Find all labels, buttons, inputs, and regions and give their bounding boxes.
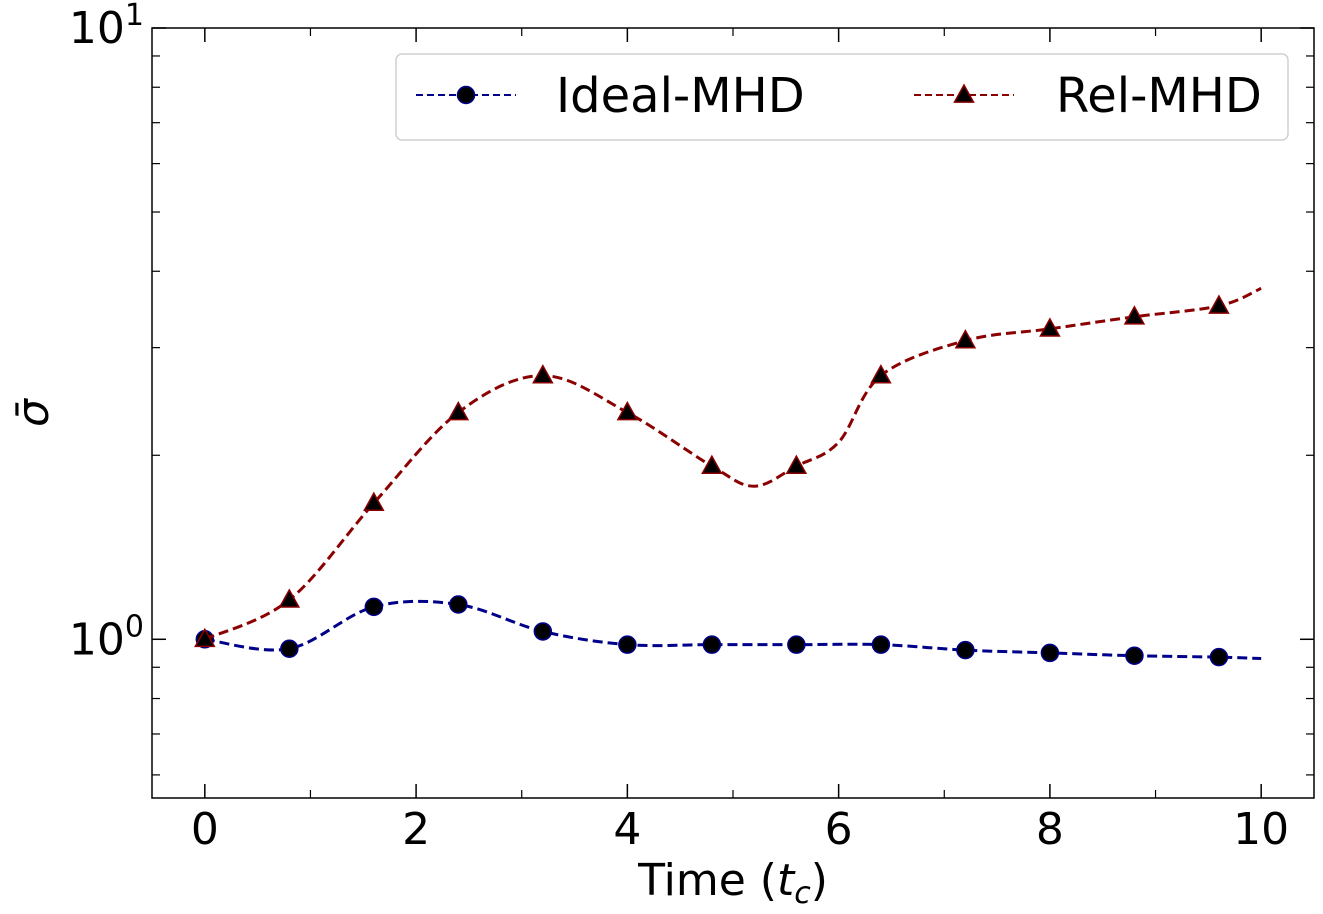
minor-ticks [152, 28, 1314, 798]
series-rel-mhd [194, 287, 1262, 648]
data-point [278, 588, 301, 608]
x-axis-label: Time (tc) [637, 855, 828, 911]
plot-frame [151, 27, 1315, 799]
x-tick-label: 4 [613, 804, 641, 855]
data-point [533, 622, 553, 641]
x-tick-label: 8 [1036, 804, 1064, 855]
plot-area [152, 28, 1314, 798]
data-point [702, 635, 722, 654]
data-point [785, 454, 808, 474]
legend-item: Rel-MHD [914, 68, 1262, 124]
y-axis-label: σ̄ [8, 398, 59, 427]
y-tick-label: 101 [69, 0, 144, 54]
data-point [449, 595, 468, 614]
y-tick-labels: 100 101 [69, 0, 144, 665]
data-point [616, 400, 639, 421]
x-tick-label: 2 [402, 804, 430, 855]
data-point [1125, 646, 1144, 665]
legend-label: Rel-MHD [1056, 68, 1262, 124]
x-tick-label: 10 [1233, 804, 1289, 855]
data-point [280, 639, 299, 658]
data-point [618, 635, 637, 654]
legend-marker [953, 83, 975, 103]
data-point [701, 454, 723, 474]
legend-marker [456, 85, 476, 105]
data-point [871, 635, 891, 654]
data-point [363, 491, 385, 512]
legend: Ideal-MHD Rel-MHD [395, 53, 1289, 141]
series-ideal-mhd [195, 595, 1262, 667]
x-tick-label: 0 [191, 804, 219, 855]
data-point [1123, 305, 1146, 325]
data-point [1208, 294, 1230, 314]
data-point [1209, 647, 1229, 667]
x-tick-label: 6 [825, 804, 853, 855]
data-point [870, 364, 892, 384]
data-point [956, 640, 975, 660]
x-tick-labels: 0 2 4 6 8 10 [191, 804, 1289, 855]
series-line [204, 287, 1262, 641]
legend-label: Ideal-MHD [556, 68, 805, 124]
data-point [787, 635, 806, 654]
data-point [447, 400, 470, 421]
legend-item: Ideal-MHD [416, 68, 805, 124]
data-point [532, 364, 554, 384]
data-point [1040, 643, 1060, 663]
series-layer [194, 287, 1262, 667]
y-tick-label: 100 [69, 609, 144, 665]
data-point [954, 329, 977, 349]
data-point [364, 597, 384, 617]
legend-box [395, 53, 1289, 141]
data-point [1039, 317, 1061, 337]
data-point [194, 627, 216, 648]
